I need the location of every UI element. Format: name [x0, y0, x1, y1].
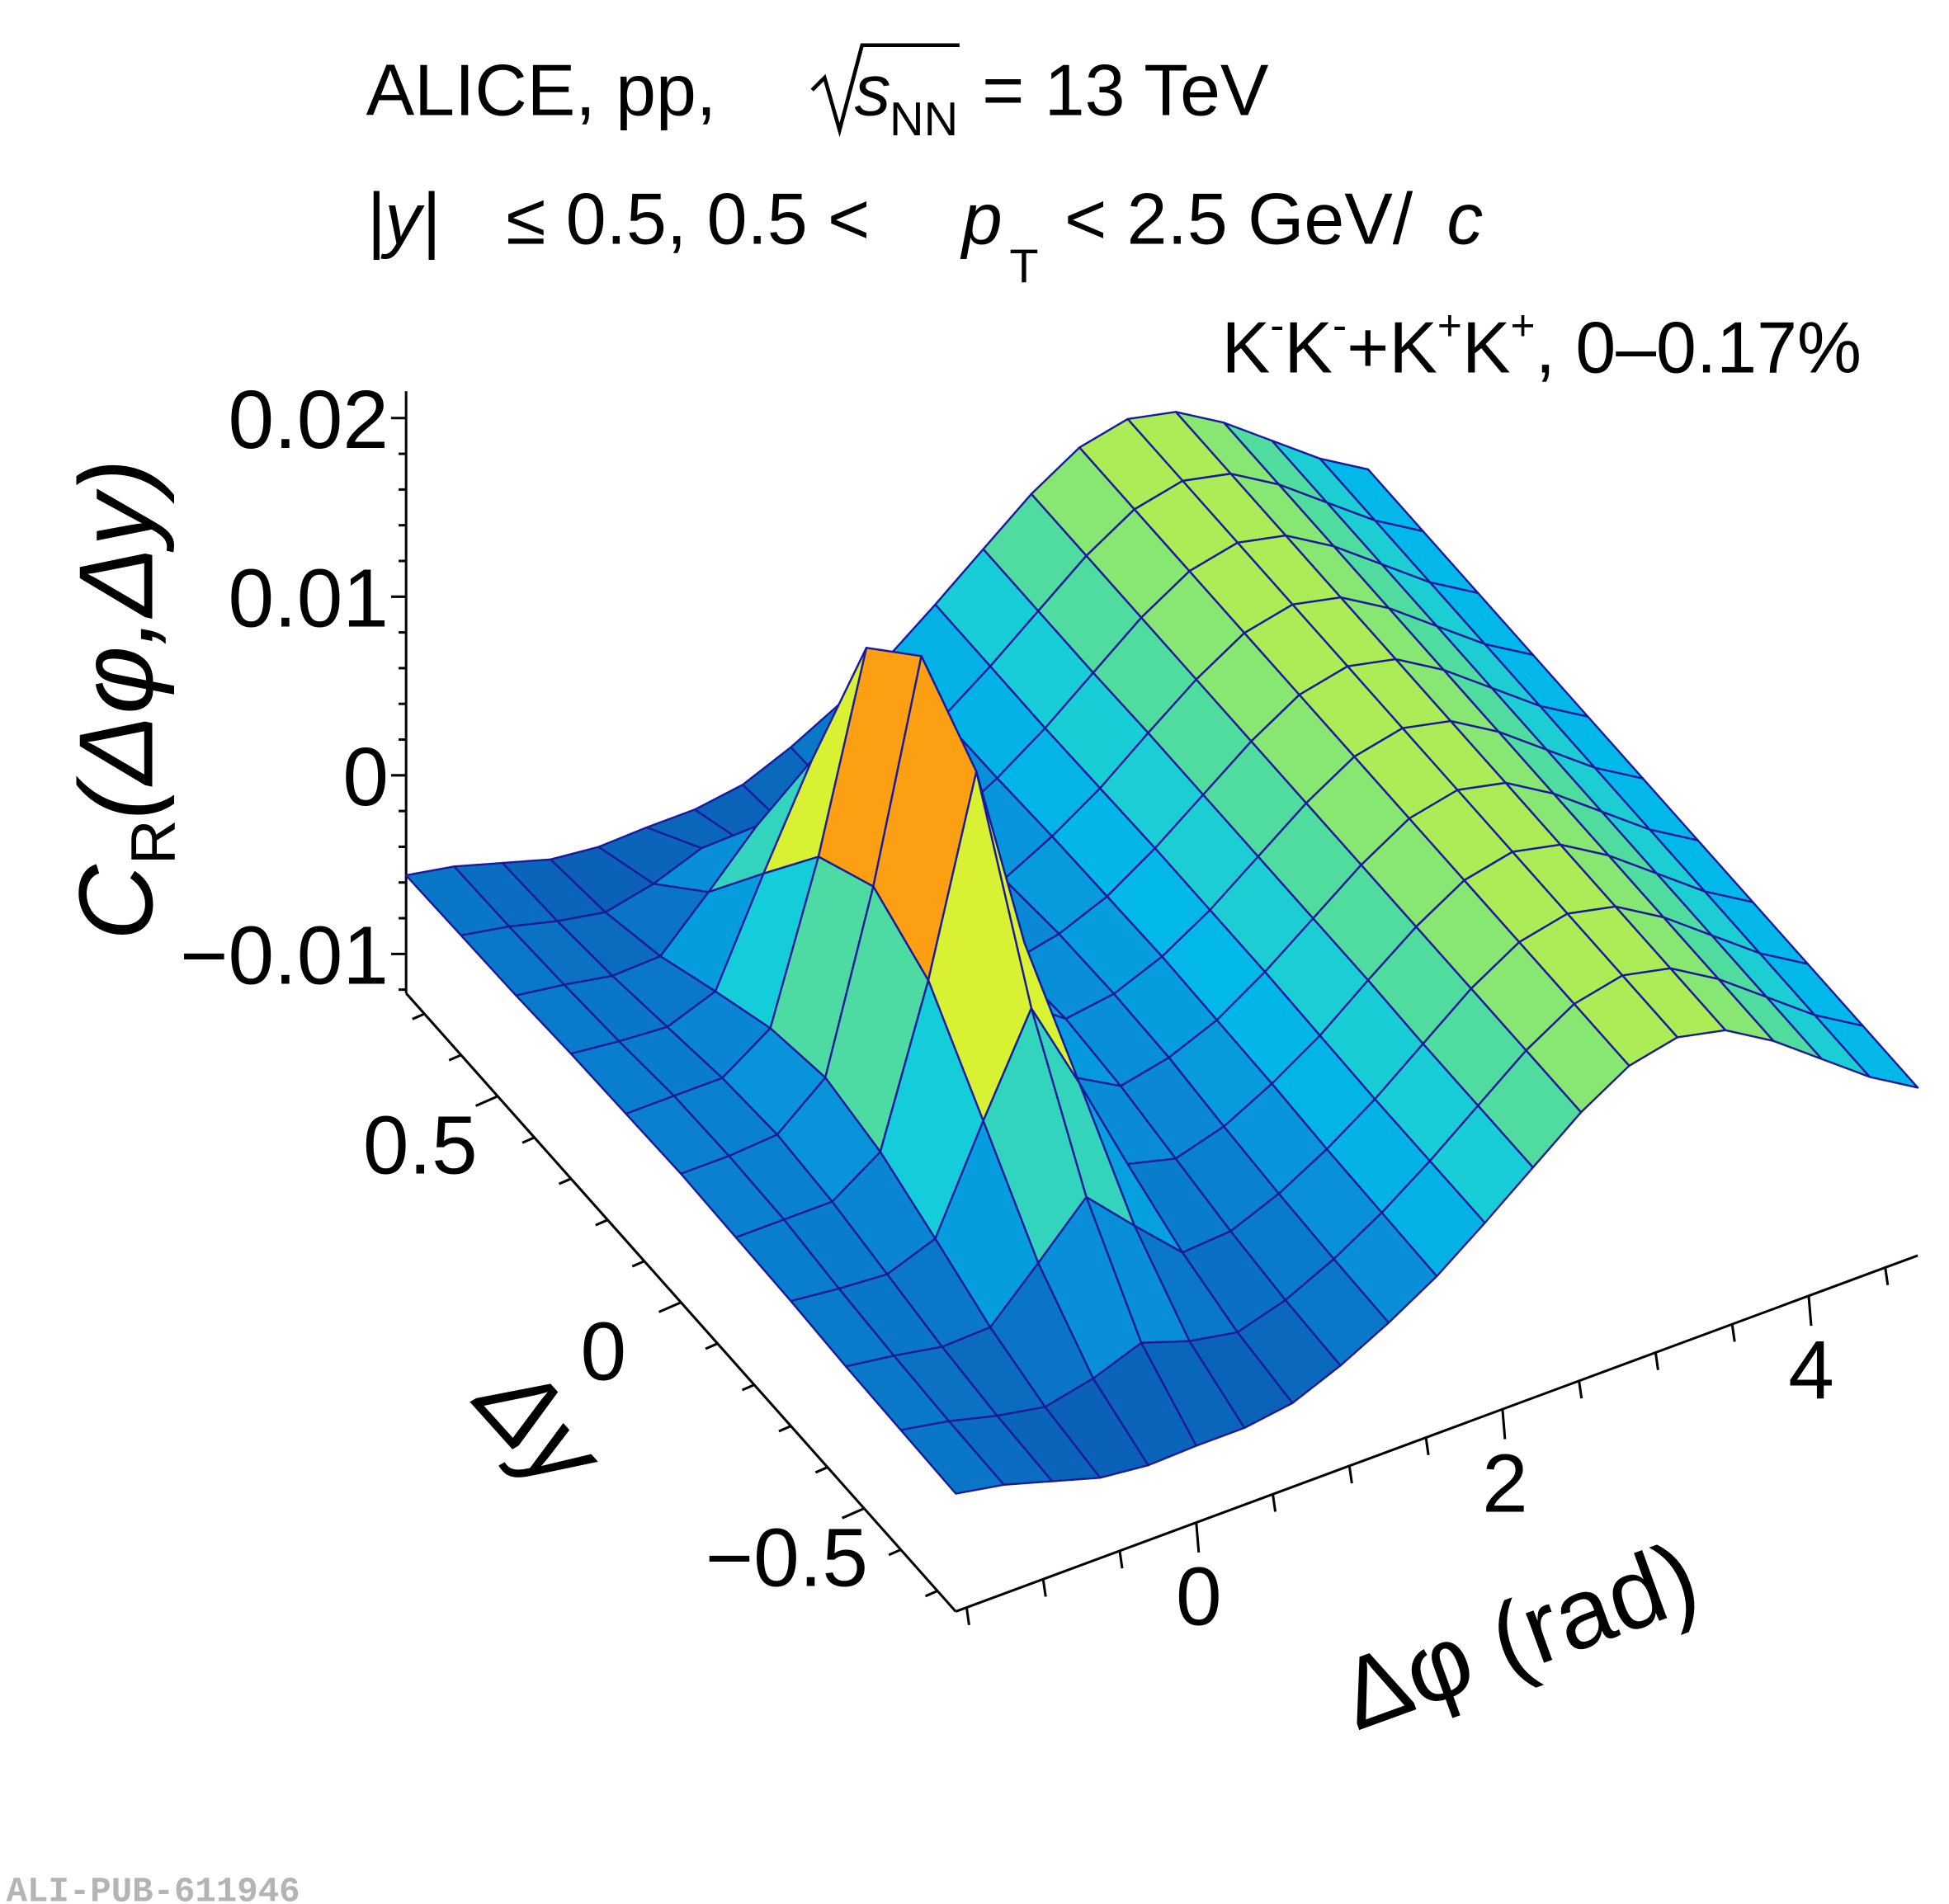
header-line-2: |y| ≤ 0.5, 0.5 < p T < 2.5 GeV/ c — [366, 179, 1484, 294]
pt-label: p — [960, 179, 1003, 260]
x-tick — [1807, 1295, 1813, 1327]
x-tick — [1195, 1522, 1201, 1553]
y-tick — [888, 1548, 902, 1557]
x-tick — [1118, 1550, 1124, 1569]
y-tick — [521, 1136, 536, 1144]
z-tick-label: −0.01 — [180, 911, 389, 1002]
x-tick — [1578, 1380, 1583, 1399]
svg-text:ALICE, pp,: ALICE, pp, — [366, 50, 717, 131]
y-tick — [448, 1053, 462, 1062]
x-axis-line — [955, 1254, 1918, 1613]
y-tick — [658, 1301, 682, 1313]
energy-label: = 13 TeV — [982, 50, 1269, 131]
sqrt-sub: NN — [890, 93, 958, 146]
y-tick-label: 0 — [581, 1307, 627, 1398]
c-label: c — [1446, 179, 1483, 260]
watermark: ALI-PUB-611946 — [7, 1873, 300, 1904]
y-tick — [474, 1095, 498, 1107]
y-tick — [558, 1177, 572, 1185]
y-tick — [595, 1218, 609, 1227]
y-tick-label: −0.5 — [706, 1512, 868, 1604]
z-tick-label: 0 — [342, 732, 389, 823]
x-tick-label: 4 — [1788, 1325, 1834, 1416]
y-tick — [842, 1507, 865, 1520]
z-tick-label: 0.02 — [228, 375, 388, 466]
axes: 0.02 0.01 0 −0.01 0.5 0 −0.5 0 2 4 — [180, 375, 1918, 1643]
x-tick — [1884, 1267, 1890, 1285]
rapidity-label: |y| — [366, 179, 441, 261]
y-tick — [814, 1466, 828, 1474]
x-tick — [1654, 1352, 1659, 1370]
y-tick — [741, 1383, 755, 1392]
sqrt-icon — [810, 43, 960, 138]
y-tick — [705, 1342, 719, 1350]
x-axis-title: Δφ (rad) — [1325, 1519, 1711, 1751]
x-tick — [1424, 1437, 1430, 1455]
y-tick — [412, 1012, 425, 1020]
surface-mesh — [404, 411, 1919, 1495]
y-tick-label: 0.5 — [363, 1100, 478, 1192]
x-tick — [965, 1607, 970, 1625]
rapidity-cut: ≤ 0.5, 0.5 < — [506, 179, 870, 260]
header-line-1: ALICE, pp, s NN = 13 TeV — [366, 43, 1269, 146]
z-axis-title: CR(Δφ,Δy) — [58, 459, 189, 940]
species-label: K-K-+K+K+, 0–0.17% — [1222, 301, 1862, 388]
y-tick — [924, 1590, 938, 1598]
x-tick — [1730, 1323, 1736, 1342]
sqrt-var: s — [855, 50, 891, 131]
x-tick-label: 0 — [1176, 1552, 1222, 1643]
system-label: ALICE, pp, — [366, 50, 717, 131]
pt-cut: < 2.5 GeV/ — [1064, 179, 1413, 260]
x-tick — [1501, 1409, 1507, 1440]
y-tick — [778, 1425, 792, 1433]
x-tick-label: 2 — [1482, 1438, 1528, 1529]
surface-cell — [899, 1420, 1005, 1495]
x-tick — [1347, 1465, 1353, 1484]
x-tick — [1041, 1579, 1047, 1597]
pt-sub: T — [1009, 240, 1038, 293]
y-tick — [631, 1260, 645, 1268]
z-tick-label: 0.01 — [228, 554, 388, 645]
x-tick — [1272, 1494, 1277, 1512]
